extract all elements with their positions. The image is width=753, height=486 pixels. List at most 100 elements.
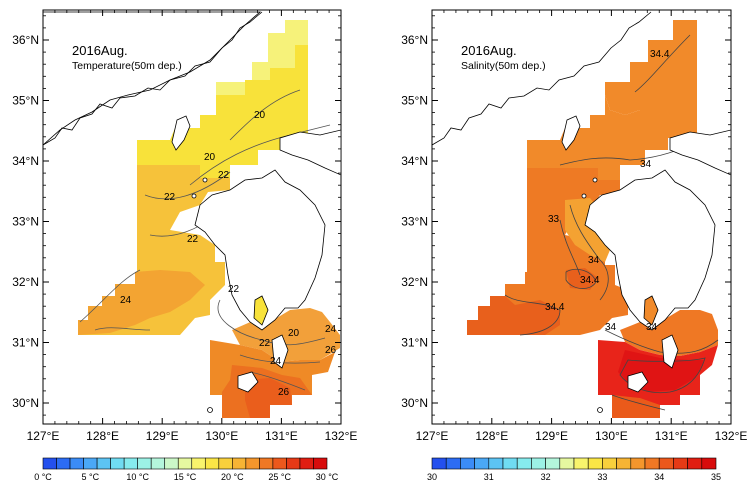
colorbar-swatch [177, 457, 193, 470]
kyushu-island [584, 169, 716, 331]
kagoshima-bay [253, 295, 269, 326]
landmasses [43, 11, 341, 413]
colorbar-swatch [259, 457, 274, 470]
lat-label: 32°N [401, 275, 428, 289]
yakushima-island [627, 371, 649, 393]
salinity-colorbar: 30 31 32 33 34 35 [427, 457, 721, 482]
colorbar-swatch [232, 457, 247, 470]
lat-label: 33°N [12, 215, 39, 229]
colorbar-swatch [110, 457, 125, 470]
contour-label: 22 [187, 234, 199, 245]
lat-label: 31°N [401, 336, 428, 350]
colorbar-swatch [658, 457, 674, 470]
lat-label: 36°N [401, 33, 428, 47]
islet [592, 177, 598, 183]
colorbar-swatch [445, 457, 461, 470]
contour-label: 34.4 [650, 49, 670, 60]
lat-label: 35°N [401, 94, 428, 108]
colorbar-swatch [474, 457, 490, 470]
colorbar-label: 0 °C [34, 472, 52, 482]
contour-label: 26 [278, 387, 290, 398]
colorbar-swatch [573, 457, 589, 470]
tsushima-island [171, 115, 191, 151]
islet [207, 407, 213, 413]
colorbar-swatch [431, 457, 447, 470]
colorbar-swatch [559, 457, 575, 470]
colorbar-swatch [83, 457, 98, 470]
tanegashima-island [271, 334, 289, 369]
contour-label-group: 20 20 22 22 22 24 22 20 24 22 24 26 26 [120, 110, 337, 398]
contour-label: 22 [228, 284, 240, 295]
landmasses [561, 115, 731, 413]
colorbar-label: 33 [597, 472, 607, 482]
kagoshima-bay [643, 295, 659, 326]
contour-label: 24 [120, 295, 132, 306]
field-light-yellow [216, 20, 308, 95]
colorbar-swatch [245, 457, 260, 470]
colorbar-swatch [299, 457, 314, 470]
colorbar-swatch [286, 457, 301, 470]
contour-label: 20 [288, 328, 300, 339]
colorbar-swatch [602, 457, 617, 470]
contour-label: 34 [588, 255, 600, 266]
tanegashima-island [661, 334, 679, 369]
field-orange [605, 20, 697, 115]
colorbar-swatch [204, 457, 220, 470]
lon-label: 132°E [325, 429, 358, 443]
colorbar-swatch [191, 457, 206, 470]
colorbar-swatch [502, 457, 518, 470]
honshu-coast [279, 129, 341, 176]
field-orange [78, 270, 205, 335]
contour-label: 22 [218, 170, 230, 181]
colorbar-swatch [56, 457, 71, 470]
field-south-tip [245, 378, 292, 418]
contour-label: 34.4 [580, 275, 600, 286]
lon-label: 129°E [146, 429, 179, 443]
lon-label: 131°E [655, 429, 688, 443]
islet [581, 193, 587, 199]
contour-label: 34.4 [545, 302, 565, 313]
colorbar-label: 5 °C [82, 472, 100, 482]
axes: 127°E 128°E 129°E 130°E 131°E 132°E 36°N 35°N 34… [12, 10, 357, 443]
map-title: 2016Aug. [72, 43, 128, 58]
lat-label: 36°N [12, 33, 39, 47]
colorbar-swatch [673, 457, 688, 470]
colorbar-swatch [123, 457, 138, 470]
colorbar-swatch [516, 457, 532, 470]
colorbar-swatch [218, 457, 233, 470]
lat-label: 35°N [12, 94, 39, 108]
colorbar-swatch [272, 457, 287, 470]
colorbar-swatch [137, 457, 152, 470]
colorbar-swatch [313, 457, 328, 470]
colorbar-swatch [96, 457, 111, 470]
map-title: 2016Aug. [461, 43, 517, 58]
contour-label: 24 [270, 356, 282, 367]
colorbar-label: 34 [654, 472, 664, 482]
contour-label: 33 [548, 214, 560, 225]
colorbar-swatch [460, 457, 475, 470]
colorbar-swatch [644, 457, 660, 470]
lon-label: 130°E [595, 429, 628, 443]
yakushima-island [237, 371, 259, 393]
colorbar-swatch [150, 457, 166, 470]
colorbar-label: 15 °C [174, 472, 197, 482]
lat-label: 34°N [12, 154, 39, 168]
colorbar-swatch [687, 457, 703, 470]
temperature-colorbar: 0 °C 5 °C 10 °C 15 °C 20 °C 25 °C 30 °C [34, 457, 339, 482]
colorbar-swatch [531, 457, 546, 470]
honshu-coast [669, 129, 731, 176]
islet [597, 407, 603, 413]
contour-label: 24 [325, 324, 337, 335]
colorbar-swatch [164, 457, 179, 470]
salinity-map-panel: 2016Aug. Salinity(50m dep.) 34.4 34 33 3… [401, 9, 747, 443]
tsushima-island [561, 115, 581, 151]
colorbar-swatch [701, 457, 717, 470]
field-south-tip [612, 395, 660, 418]
colorbar-label: 20 °C [221, 472, 244, 482]
map-subtitle: Temperature(50m dep.) [72, 60, 182, 72]
axes: 127°E 128°E 129°E 130°E 131°E 132°E 36°N 35°N 34… [401, 10, 747, 443]
field-orange-main [527, 60, 697, 180]
colorbar-label: 30 [427, 472, 437, 482]
lon-label: 128°E [86, 429, 119, 443]
lon-label: 132°E [715, 429, 748, 443]
